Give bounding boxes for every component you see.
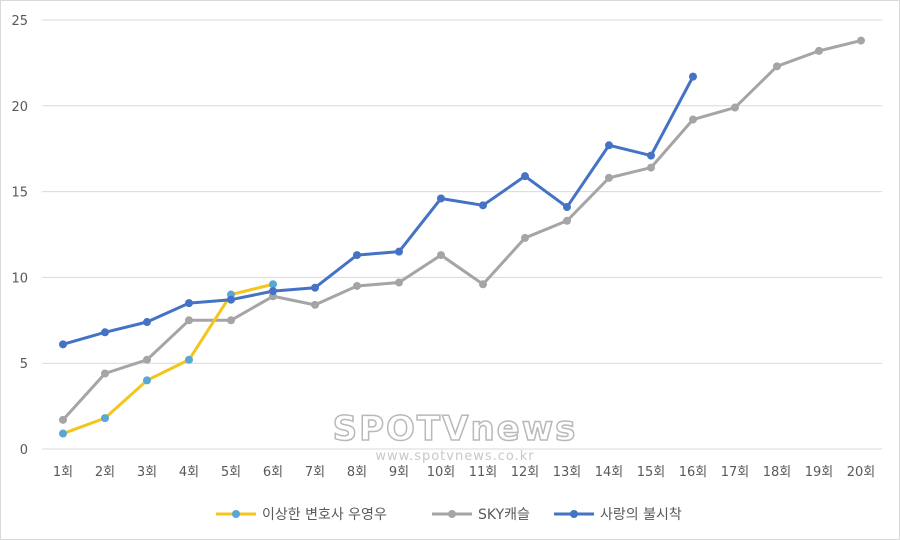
y-tick-label: 0 [20,443,28,458]
legend-label: 사랑의 불시착 [600,507,682,523]
x-tick-label: 11회 [469,465,498,480]
x-tick-label: 10회 [427,465,456,480]
watermark: SPOTVnews www.spotvnews.co.kr [332,408,578,464]
data-point [59,429,67,438]
x-tick-label: 1회 [53,465,73,480]
data-point [185,355,193,364]
x-tick-label: 2회 [95,465,115,480]
y-tick-label: 20 [11,100,28,115]
legend-item: 사랑의 불시착 [554,507,682,523]
y-tick-label: 10 [11,271,28,286]
data-point [227,316,235,325]
data-point [101,369,109,378]
series-line [61,39,863,422]
data-point [857,36,865,45]
data-point [479,280,487,289]
x-tick-label: 17회 [721,465,750,480]
x-axis-ticks: 1회 2회 3회 4회 5회 6회 7회 8회 9회 10회 11회 12회 13회 14회 15회 16회 1… [53,465,875,480]
data-point [101,414,109,423]
data-point [143,355,151,364]
data-point [269,280,277,289]
x-tick-label: 12회 [511,465,540,480]
x-tick-label: 19회 [805,465,834,480]
y-tick-label: 25 [11,14,28,29]
data-point [311,283,319,292]
y-tick-label: 5 [20,357,28,372]
watermark-logo: SPOTVnews [333,409,578,449]
x-tick-label: 15회 [637,465,666,480]
x-tick-label: 4회 [179,465,199,480]
series-line [61,282,275,436]
data-point [605,173,613,182]
x-tick-label: 3회 [137,465,157,480]
data-point [269,287,277,296]
data-point [59,340,67,349]
data-point [689,72,697,81]
data-point [311,300,319,309]
x-tick-label: 8회 [347,465,367,480]
data-point [437,251,445,260]
series-lines [59,36,865,438]
data-point [731,103,739,112]
data-point [647,151,655,160]
data-point [521,172,529,181]
watermark-url: www.spotvnews.co.kr [375,449,534,464]
data-point [353,281,361,290]
data-point [101,328,109,337]
x-tick-label: 13회 [553,465,582,480]
x-tick-label: 7회 [305,465,325,480]
data-point [227,295,235,304]
data-point [185,316,193,325]
legend: 이상한 변호사 우영우 SKY캐슬 사랑의 불시착 [216,507,682,523]
data-point [563,203,571,212]
x-tick-label: 20회 [847,465,876,480]
legend-item: SKY캐슬 [432,507,530,523]
x-tick-label: 14회 [595,465,624,480]
legend-swatch-marker [448,510,456,518]
x-tick-label: 16회 [679,465,708,480]
data-point [563,216,571,225]
legend-label: 이상한 변호사 우영우 [262,507,387,523]
y-axis-ticks: 0 5 10 15 20 25 [11,14,28,458]
y-tick-label: 15 [11,186,28,201]
x-tick-label: 5회 [221,465,241,480]
legend-swatch-marker [570,510,578,518]
series-2 [59,72,697,349]
series-1 [59,36,865,424]
data-point [353,251,361,260]
series-0 [59,280,277,438]
series-line [61,75,695,346]
data-point [143,376,151,385]
data-point [59,415,67,424]
data-point [773,62,781,71]
x-tick-label: 6회 [263,465,283,480]
data-point [395,247,403,256]
data-point [605,141,613,150]
data-point [479,201,487,210]
data-point [143,318,151,327]
data-point [185,299,193,308]
x-tick-label: 9회 [389,465,409,480]
data-point [815,46,823,55]
data-point [521,233,529,242]
legend-label: SKY캐슬 [478,507,530,523]
legend-swatch-marker [232,510,240,518]
data-point [395,278,403,287]
legend-item: 이상한 변호사 우영우 [216,507,387,523]
data-point [689,115,697,124]
data-point [647,163,655,172]
x-tick-label: 18회 [763,465,792,480]
gridlines [42,19,882,450]
data-point [437,194,445,203]
